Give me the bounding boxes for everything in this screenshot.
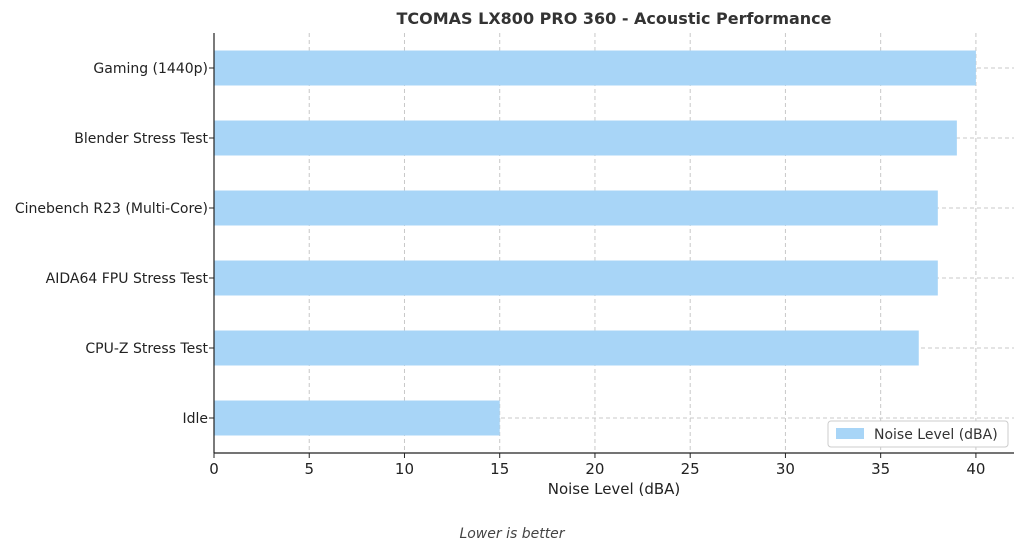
bar-cpu-z-stress-test xyxy=(214,330,919,366)
legend-frame xyxy=(827,420,1009,448)
legend-label: Noise Level (dBA) xyxy=(874,427,998,443)
bar-blender-stress-test xyxy=(214,120,957,156)
category-labels: Idle CPU-Z Stress Test AIDA64 FPU Stress T… xyxy=(15,61,209,427)
legend: Noise Level (dBA) xyxy=(827,420,1009,448)
x-tick-label: 20 xyxy=(585,460,604,478)
category-label: CPU-Z Stress Test xyxy=(85,341,208,357)
category-label: AIDA64 FPU Stress Test xyxy=(46,271,209,287)
grid-layer xyxy=(214,33,1014,453)
category-label: Cinebench R23 (Multi-Core) xyxy=(15,201,208,217)
footnote: Lower is better xyxy=(459,526,565,542)
x-tick-label: 35 xyxy=(871,460,890,478)
bar-idle xyxy=(214,400,500,436)
bar-aida64-fpu-stress-test xyxy=(214,260,938,296)
x-tick-label: 40 xyxy=(966,460,985,478)
x-tick-label: 15 xyxy=(490,460,509,478)
chart-title: TCOMAS LX800 PRO 360 - Acoustic Performa… xyxy=(396,9,831,28)
category-label: Blender Stress Test xyxy=(74,131,208,147)
x-axis-title: Noise Level (dBA) xyxy=(548,480,681,498)
bar-gaming-1440p xyxy=(214,50,976,86)
x-tick-label: 5 xyxy=(304,460,314,478)
bar-layer xyxy=(214,50,976,436)
category-label: Gaming (1440p) xyxy=(93,61,208,77)
x-tick-label: 30 xyxy=(776,460,795,478)
x-tick-label: 0 xyxy=(209,460,219,478)
x-tick-label: 10 xyxy=(395,460,414,478)
x-tick-label: 25 xyxy=(681,460,700,478)
x-tick-labels: 0 5 10 15 20 25 30 35 40 xyxy=(209,67,985,478)
legend-swatch xyxy=(836,428,864,439)
bar-cinebench-r23-multi-core xyxy=(214,190,938,226)
category-label: Idle xyxy=(182,411,208,427)
